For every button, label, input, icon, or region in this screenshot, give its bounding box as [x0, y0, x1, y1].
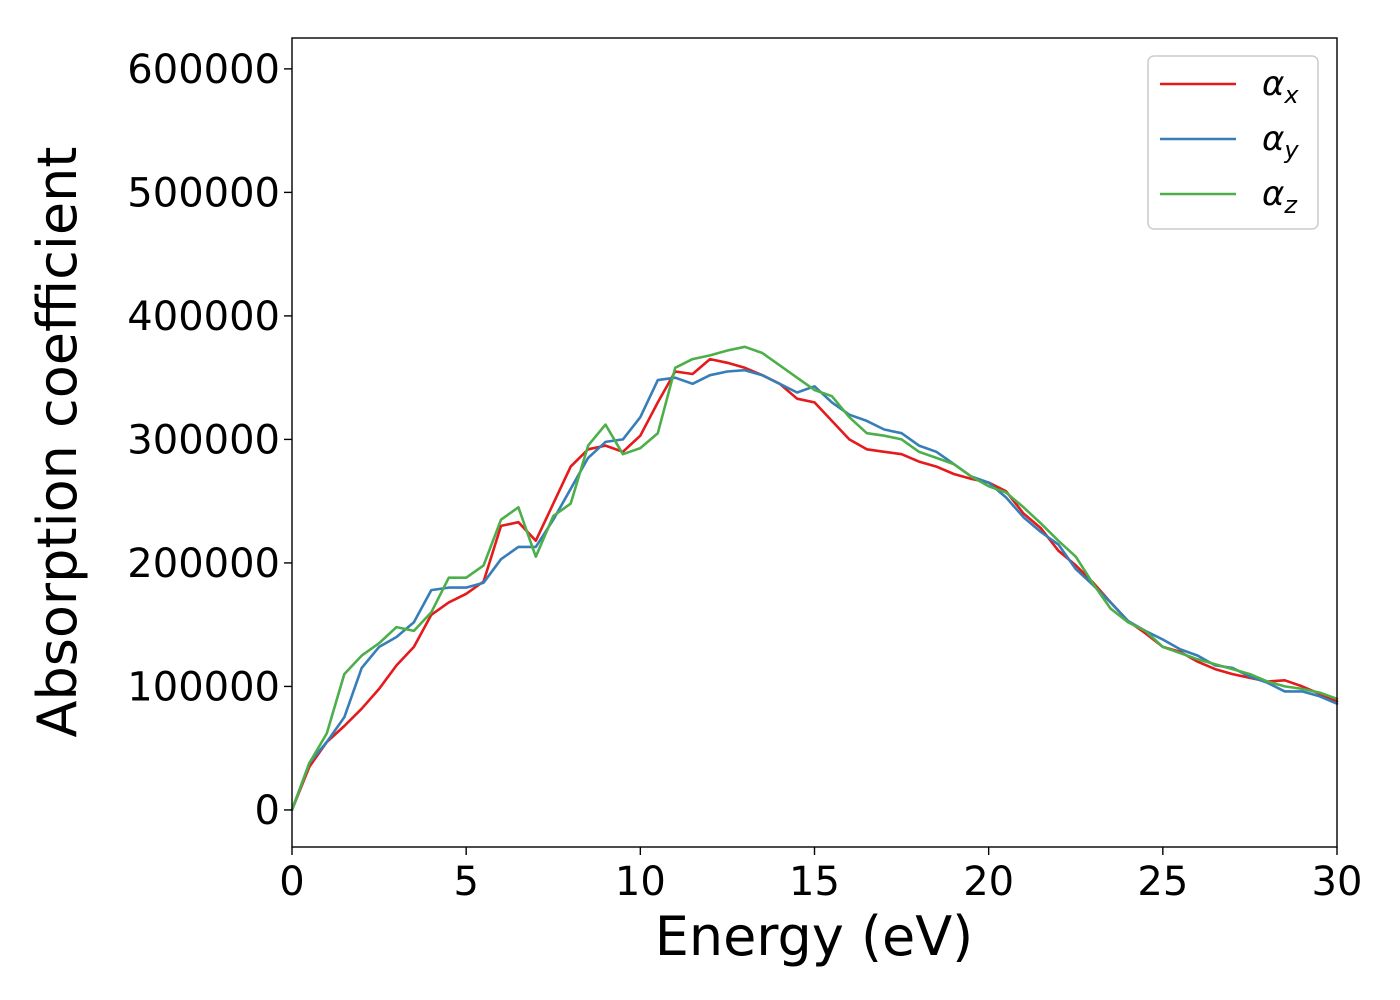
legend-symbol: α	[1262, 174, 1284, 214]
series-line-alpha-y	[290, 368, 1339, 812]
series-line-alpha-x	[290, 357, 1339, 812]
y-tick-label: 100000	[127, 664, 280, 710]
x-tick-label: 15	[789, 859, 840, 905]
x-tick-label: 10	[615, 859, 666, 905]
x-axis-ticks: 0 5 10 15 20 25 30	[279, 847, 1362, 905]
y-tick-label: 200000	[127, 541, 280, 587]
y-tick-label: 300000	[127, 417, 280, 463]
x-tick-label: 0	[279, 859, 304, 905]
x-tick-label: 25	[1137, 859, 1188, 905]
legend-subscript: y	[1283, 136, 1299, 164]
series-line-alpha-z	[290, 345, 1339, 812]
y-tick-label: 0	[255, 788, 280, 834]
legend-subscript: x	[1283, 81, 1299, 109]
x-tick-label: 20	[963, 859, 1014, 905]
x-axis-label: Energy (eV)	[655, 905, 974, 968]
legend-label-alpha-x: αx	[1262, 64, 1299, 109]
y-axis-label: Absorption coefficient	[26, 147, 89, 738]
legend-subscript: z	[1283, 191, 1298, 219]
legend-label-alpha-y: αy	[1262, 119, 1299, 164]
y-axis-ticks: 0 100000 200000 300000 400000 500000 600000	[127, 47, 292, 834]
legend-symbol: α	[1262, 119, 1284, 159]
plot-lines	[290, 345, 1339, 812]
x-tick-label: 30	[1312, 859, 1363, 905]
x-tick-label: 5	[453, 859, 478, 905]
legend-label-alpha-z: αz	[1262, 174, 1298, 219]
y-tick-label: 500000	[127, 170, 280, 216]
y-tick-label: 400000	[127, 294, 280, 340]
legend-box	[1147, 55, 1319, 230]
y-tick-label: 600000	[127, 47, 280, 93]
legend-symbol: α	[1262, 64, 1284, 104]
